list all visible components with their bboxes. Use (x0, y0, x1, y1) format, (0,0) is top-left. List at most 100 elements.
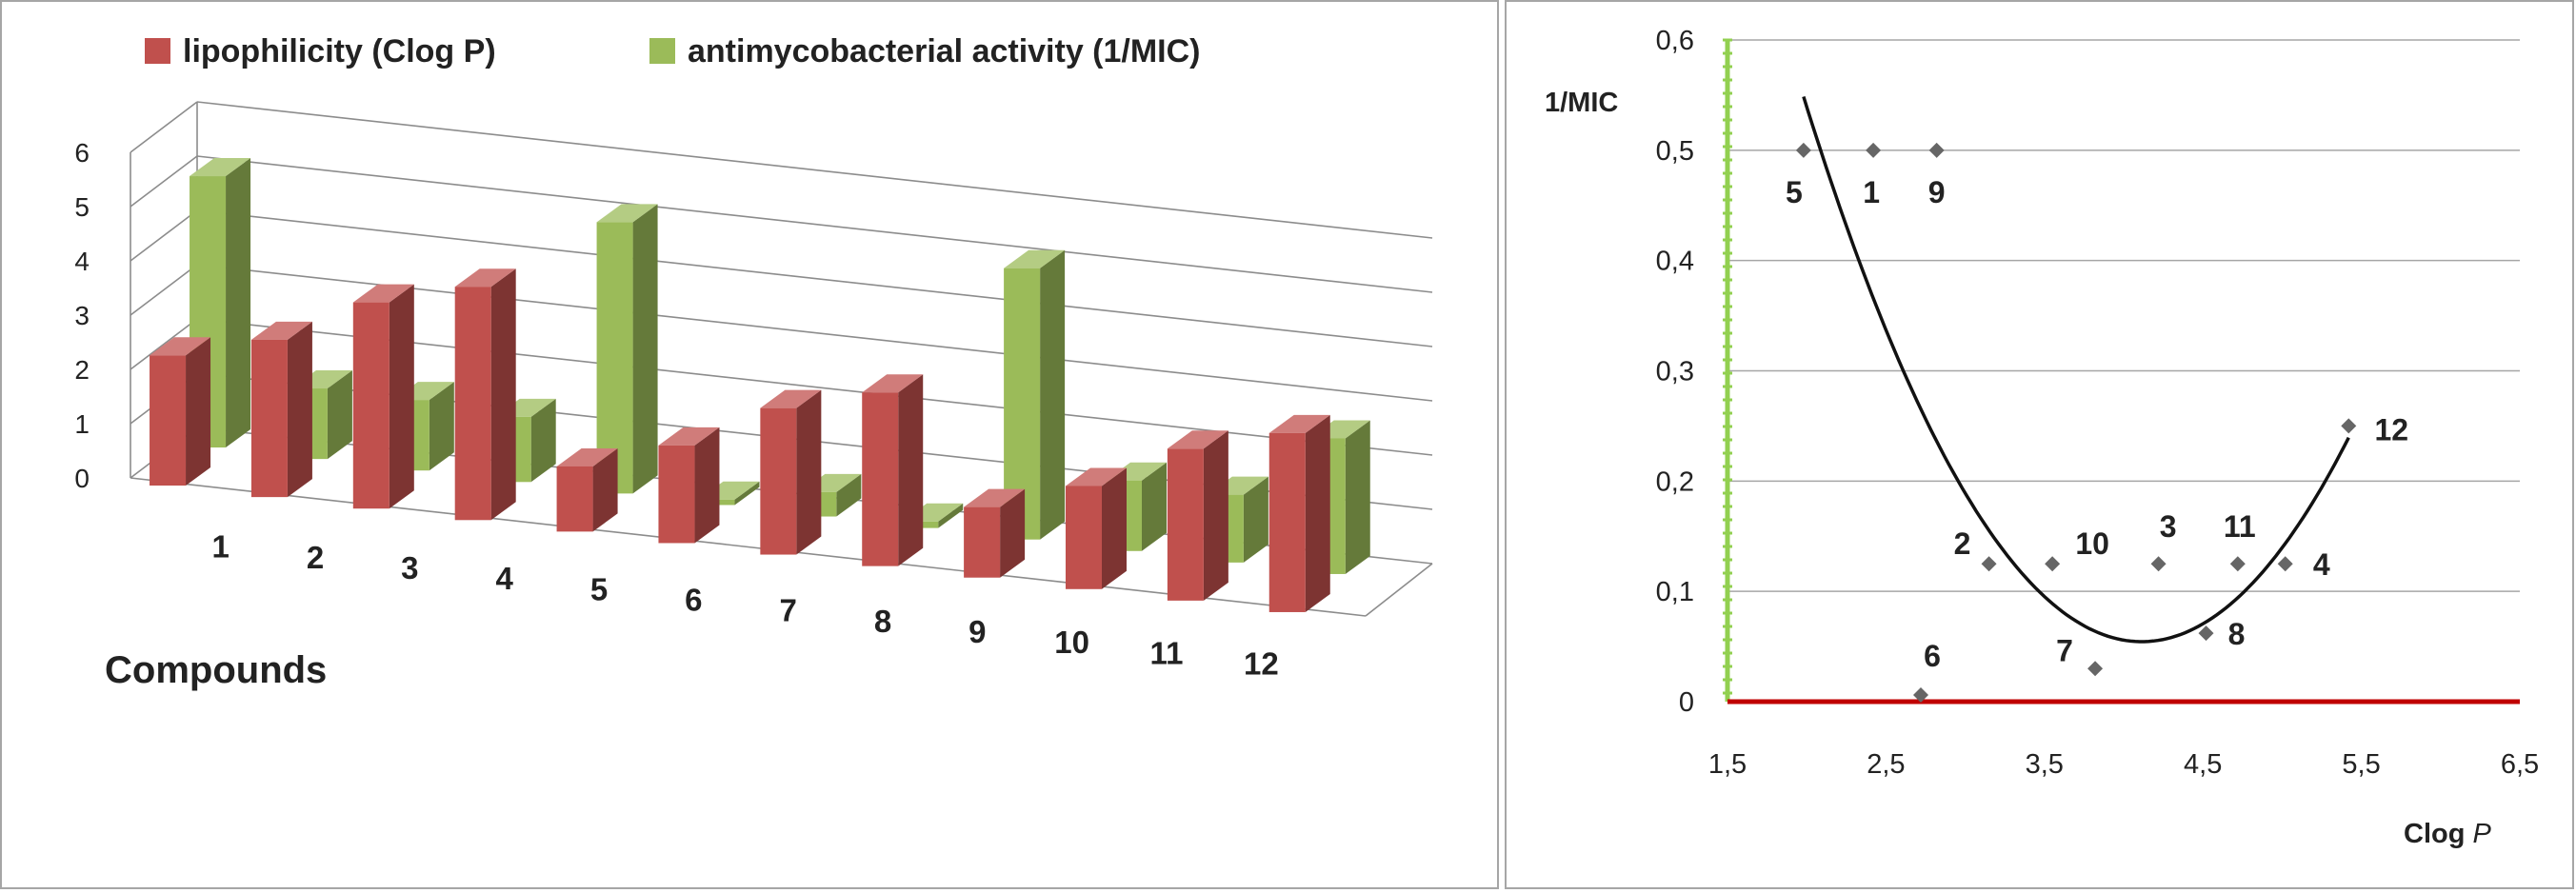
bar-lipophilicity-7 (760, 389, 822, 555)
side-gridline (130, 318, 198, 370)
bar-lipophilicity-5-side (592, 447, 618, 532)
gridline (196, 209, 1433, 347)
point-7 (2087, 661, 2104, 677)
legend-label-lipophilicity: lipophilicity (Clog P) (183, 33, 496, 69)
side-gridline (130, 155, 198, 208)
x-tick-label: 9 (968, 614, 986, 649)
bar-lipophilicity-6-front (658, 445, 695, 544)
x-tick-label: 8 (874, 604, 891, 639)
bar-activity-4-side (530, 398, 556, 483)
x-axis-title: Clog P (2404, 819, 2492, 849)
scatter-chart: 0 0,1 0,2 0,3 0,4 0,5 0,6 1,5 2,5 3,5 4,5 5,5 6,5 1/M… (1545, 26, 2539, 849)
bar-activity-5-side (632, 204, 658, 494)
bar-lipophilicity-7-top (760, 389, 822, 408)
point-1 (1866, 142, 1882, 158)
bar-lipophilicity-11 (1167, 430, 1228, 601)
y-tick-label: 4 (74, 247, 90, 276)
bar-lipophilicity-10 (1065, 467, 1127, 589)
bar-lipophilicity-6 (658, 427, 720, 544)
point-label-10: 10 (2075, 526, 2109, 561)
y-tick-label: 0,3 (1656, 357, 1694, 387)
bar-activity-8-side (938, 503, 964, 528)
bar-chart-panel: 0 1 2 3 4 5 6 1 2 3 4 5 6 7 8 9 10 11 12 Compounds lipophili… (0, 0, 1499, 889)
x-tick-label: 5 (590, 571, 608, 606)
x-tick-label: 4,5 (2184, 749, 2222, 780)
bar-lipophilicity-6-side (694, 427, 720, 544)
bar-activity-5-top (596, 204, 658, 223)
point-6 (1913, 687, 1929, 704)
x-tick-label: 5,5 (2342, 749, 2380, 780)
point-label-4: 4 (2313, 547, 2330, 582)
bar-lipophilicity-10-top (1065, 467, 1127, 486)
point-label-8: 8 (2228, 617, 2246, 651)
bar-lipophilicity-3-front (352, 302, 389, 509)
point-label-7: 7 (2056, 633, 2073, 667)
point-9 (1928, 142, 1945, 158)
bar-activity-1-top (190, 158, 251, 177)
point-label-5: 5 (1786, 175, 1803, 209)
y-tick-label: 0,5 (1656, 136, 1694, 167)
y-tick-label: 0 (74, 464, 90, 493)
bar-lipophilicity-2-side (287, 321, 312, 498)
y-tick-label: 0 (1679, 687, 1694, 718)
bar-lipophilicity-9-front (964, 506, 1001, 578)
bar-activity-2-side (327, 370, 352, 460)
side-gridline (130, 209, 198, 262)
legend-label-activity: antimycobacterial activity (1/MIC) (688, 33, 1201, 69)
bar-lipophilicity-9 (964, 488, 1026, 578)
side-gridline (130, 264, 198, 316)
bar-lipophilicity-3-side (389, 284, 414, 509)
point-3 (2150, 556, 2167, 572)
x-tick-label: 11 (1150, 635, 1184, 670)
bar-activity-5 (596, 204, 658, 494)
x-tick-label: 3,5 (2026, 749, 2064, 780)
y-tick-label: 0,1 (1656, 577, 1694, 607)
x-axis-title: Compounds (105, 649, 327, 691)
point-5 (1795, 142, 1811, 158)
trendline (1802, 95, 2350, 644)
bar-activity-9-side (1040, 249, 1066, 540)
floor-right-edge (1365, 563, 1433, 617)
bar-activity-11-side (1243, 476, 1268, 563)
bar-lipophilicity-10-side (1101, 467, 1127, 589)
gridlines (1727, 39, 2520, 592)
bar-activity-7-side (836, 473, 862, 517)
bar-lipophilicity-4-front (454, 287, 491, 521)
bar-activity-6-side (734, 481, 760, 506)
y-tick-label: 0,6 (1656, 26, 1694, 56)
bar-lipophilicity-5-top (556, 447, 618, 466)
bar-activity-5-front (596, 222, 633, 494)
y-tick-labels: 0 1 2 3 4 5 6 (74, 138, 90, 493)
bar-lipophilicity-11-top (1167, 430, 1228, 449)
bar-activity-10-side (1141, 462, 1167, 551)
y-tick-label: 0,2 (1656, 466, 1694, 497)
points: 5 1 9 2 10 3 11 4 12 6 7 8 (1786, 142, 2408, 704)
y-axis-minor-ticks (1723, 38, 1732, 695)
bar-lipophilicity-9-top (964, 488, 1026, 507)
x-tick-label: 2 (307, 540, 324, 575)
bar-lipophilicity-12-front (1268, 432, 1306, 612)
bar-lipophilicity-4 (454, 268, 516, 521)
bar-lipophilicity-1 (150, 337, 211, 486)
legend: lipophilicity (Clog P) antimycobacterial … (145, 33, 1201, 69)
bar-lipophilicity-4-side (490, 268, 516, 521)
bar-lipophilicity-2-front (250, 339, 288, 498)
legend-swatch-lipophilicity (145, 38, 170, 64)
y-tick-label: 2 (74, 355, 90, 385)
x-tick-label: 6,5 (2501, 749, 2539, 780)
x-tick-label: 10 (1054, 625, 1089, 660)
bar-lipophilicity-10-front (1065, 486, 1102, 589)
bar-lipophilicity-12 (1268, 414, 1330, 612)
point-label-9: 9 (1928, 175, 1946, 209)
point-label-3: 3 (2160, 509, 2177, 544)
bar-lipophilicity-9-side (1000, 488, 1026, 578)
point-label-11: 11 (2224, 509, 2256, 544)
bar-lipophilicity-4-top (454, 268, 516, 288)
y-tick-label: 6 (74, 138, 90, 168)
bar-lipophilicity-12-side (1305, 414, 1330, 612)
bar-lipophilicity-8 (862, 374, 924, 566)
point-12 (2341, 418, 2357, 434)
y-tick-labels: 0 0,1 0,2 0,3 0,4 0,5 0,6 (1656, 26, 1694, 718)
point-10 (2045, 556, 2061, 572)
